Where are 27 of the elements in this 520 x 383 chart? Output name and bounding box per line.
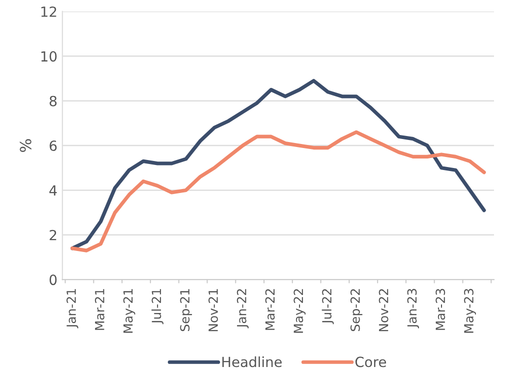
y-tick-label: 10: [41, 51, 57, 62]
legend-label: Headline: [222, 356, 282, 368]
x-tick-label: Nov-21: [208, 289, 218, 332]
x-tick-label: Sep-22: [350, 289, 362, 332]
line-series: [70, 78, 486, 250]
legend-label: Core: [355, 356, 386, 368]
x-tick-label: May-22: [294, 289, 306, 333]
y-tick-label: 4: [49, 185, 57, 196]
y-tick-label: 0: [50, 274, 57, 286]
y-tick-label: 2: [50, 230, 56, 240]
x-tick-label: Jan-21: [66, 289, 78, 328]
y-tick-label: 6: [50, 140, 57, 152]
x-tick-label: Mar-22: [265, 289, 275, 330]
x-tick-label: May-21: [123, 289, 136, 333]
x-tick-label: Nov-22: [378, 289, 388, 332]
x-tick-label: Mar-21: [94, 289, 104, 330]
x-tick-label: Jan-23: [407, 288, 420, 328]
y-tick-label: 12: [41, 6, 56, 17]
x-tick-label: May-23: [464, 288, 476, 333]
y-axis-title: %: [20, 139, 32, 152]
x-tick-label: Sep-21: [180, 289, 192, 332]
x-tick-label: Jul-21: [151, 289, 164, 324]
x-tick-label: Jul-22: [322, 289, 334, 324]
line-series: [70, 130, 486, 252]
y-tick-label: 8: [50, 96, 57, 106]
x-tick-label: Mar-23: [436, 288, 446, 330]
x-tick-label: Jan-22: [236, 289, 249, 328]
